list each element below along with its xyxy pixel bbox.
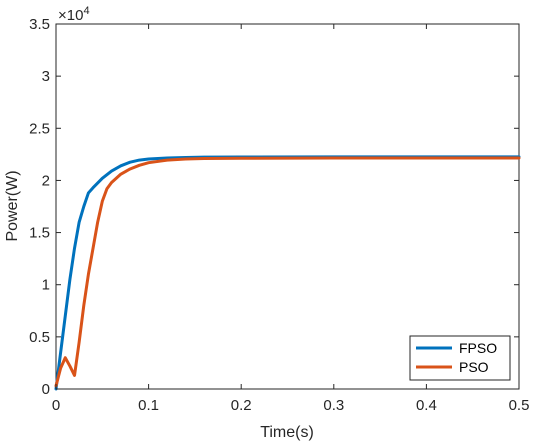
legend-label-fpso: FPSO (459, 340, 497, 356)
y-tick-label: 3.5 (29, 16, 50, 33)
y-exponent-power: 4 (83, 5, 89, 17)
x-tick-label: 0.4 (416, 397, 437, 414)
series-layer (54, 155, 521, 391)
legend: FPSO PSO (409, 335, 511, 381)
y-axis-label: Power(W) (4, 170, 21, 241)
x-tick-label: 0.5 (509, 397, 530, 414)
y-tick-label: 1 (42, 277, 50, 294)
y-exponent-base: ×10 (58, 7, 83, 24)
y-tick-label: 0.5 (29, 329, 50, 346)
y-tick-label: 1.5 (29, 225, 50, 242)
series-line-pso (54, 156, 521, 388)
legend-box (409, 335, 511, 381)
y-tick-label: 3 (42, 68, 50, 85)
y-exponent-label: ×104 (58, 5, 90, 24)
y-tick-label: 0 (42, 381, 50, 398)
x-tick-label: 0.3 (323, 397, 344, 414)
y-tick-label: 2.5 (29, 120, 50, 137)
x-tick-label: 0 (52, 397, 60, 414)
y-tick-label: 2 (42, 172, 50, 189)
x-tick-label: 0.1 (138, 397, 159, 414)
axes-layer: 0 0.1 0.2 0.3 0.4 0.5 0 0.5 1 1.5 2 2.5 3 3.5 (29, 16, 529, 414)
plot-area (55, 23, 520, 390)
x-axis-label: Time(s) (260, 424, 314, 441)
legend-label-pso: PSO (459, 359, 489, 375)
x-tick-label: 0.2 (231, 397, 252, 414)
